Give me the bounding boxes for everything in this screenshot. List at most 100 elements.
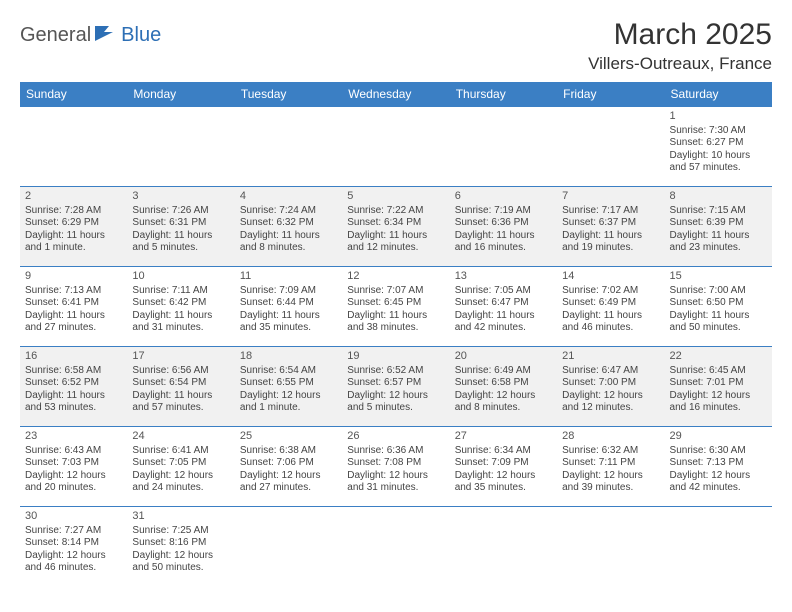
sunset-text: Sunset: 6:54 PM [132, 377, 229, 390]
calendar-day-cell [557, 507, 664, 587]
daylight-text: Daylight: 12 hours and 42 minutes. [670, 470, 767, 495]
calendar-day-cell: 12Sunrise: 7:07 AMSunset: 6:45 PMDayligh… [342, 267, 449, 347]
calendar-day-cell: 1Sunrise: 7:30 AMSunset: 6:27 PMDaylight… [665, 107, 772, 187]
logo-text-blue: Blue [121, 24, 161, 47]
sunrise-text: Sunrise: 7:15 AM [670, 205, 767, 218]
day-number: 23 [25, 430, 122, 444]
daylight-text: Daylight: 12 hours and 5 minutes. [347, 390, 444, 415]
daylight-text: Daylight: 11 hours and 1 minute. [25, 230, 122, 255]
daylight-text: Daylight: 12 hours and 16 minutes. [670, 390, 767, 415]
daylight-text: Daylight: 11 hours and 23 minutes. [670, 230, 767, 255]
daylight-text: Daylight: 11 hours and 27 minutes. [25, 310, 122, 335]
sunrise-text: Sunrise: 7:17 AM [562, 205, 659, 218]
day-header: Thursday [450, 82, 557, 107]
calendar-day-cell [450, 107, 557, 187]
calendar-day-cell: 8Sunrise: 7:15 AMSunset: 6:39 PMDaylight… [665, 187, 772, 267]
calendar-day-cell: 2Sunrise: 7:28 AMSunset: 6:29 PMDaylight… [20, 187, 127, 267]
title-block: March 2025 Villers-Outreaux, France [588, 18, 772, 74]
daylight-text: Daylight: 12 hours and 31 minutes. [347, 470, 444, 495]
day-number: 21 [562, 350, 659, 364]
day-number: 24 [132, 430, 229, 444]
sunset-text: Sunset: 7:00 PM [562, 377, 659, 390]
day-number: 7 [562, 190, 659, 204]
sunrise-text: Sunrise: 6:56 AM [132, 365, 229, 378]
calendar-day-cell: 5Sunrise: 7:22 AMSunset: 6:34 PMDaylight… [342, 187, 449, 267]
daylight-text: Daylight: 11 hours and 57 minutes. [132, 390, 229, 415]
sunrise-text: Sunrise: 6:49 AM [455, 365, 552, 378]
calendar-day-cell [557, 107, 664, 187]
sunrise-text: Sunrise: 7:22 AM [347, 205, 444, 218]
calendar-day-cell: 4Sunrise: 7:24 AMSunset: 6:32 PMDaylight… [235, 187, 342, 267]
daylight-text: Daylight: 12 hours and 12 minutes. [562, 390, 659, 415]
day-number: 15 [670, 270, 767, 284]
day-number: 9 [25, 270, 122, 284]
calendar-day-cell: 27Sunrise: 6:34 AMSunset: 7:09 PMDayligh… [450, 427, 557, 507]
sunset-text: Sunset: 6:36 PM [455, 217, 552, 230]
day-number: 8 [670, 190, 767, 204]
sunset-text: Sunset: 7:11 PM [562, 457, 659, 470]
calendar-day-cell [235, 107, 342, 187]
daylight-text: Daylight: 11 hours and 35 minutes. [240, 310, 337, 335]
sunrise-text: Sunrise: 7:24 AM [240, 205, 337, 218]
sunset-text: Sunset: 6:42 PM [132, 297, 229, 310]
calendar-day-cell [665, 507, 772, 587]
sunset-text: Sunset: 7:05 PM [132, 457, 229, 470]
sunrise-text: Sunrise: 6:47 AM [562, 365, 659, 378]
calendar-week-row: 30Sunrise: 7:27 AMSunset: 8:14 PMDayligh… [20, 507, 772, 587]
daylight-text: Daylight: 11 hours and 53 minutes. [25, 390, 122, 415]
sunset-text: Sunset: 6:47 PM [455, 297, 552, 310]
calendar-week-row: 9Sunrise: 7:13 AMSunset: 6:41 PMDaylight… [20, 267, 772, 347]
logo: General Blue [20, 24, 161, 47]
calendar-day-cell: 22Sunrise: 6:45 AMSunset: 7:01 PMDayligh… [665, 347, 772, 427]
sunrise-text: Sunrise: 6:45 AM [670, 365, 767, 378]
daylight-text: Daylight: 11 hours and 46 minutes. [562, 310, 659, 335]
sunset-text: Sunset: 7:13 PM [670, 457, 767, 470]
day-number: 10 [132, 270, 229, 284]
daylight-text: Daylight: 11 hours and 16 minutes. [455, 230, 552, 255]
day-number: 22 [670, 350, 767, 364]
calendar-day-cell: 20Sunrise: 6:49 AMSunset: 6:58 PMDayligh… [450, 347, 557, 427]
daylight-text: Daylight: 11 hours and 5 minutes. [132, 230, 229, 255]
sunset-text: Sunset: 6:32 PM [240, 217, 337, 230]
calendar-day-cell: 17Sunrise: 6:56 AMSunset: 6:54 PMDayligh… [127, 347, 234, 427]
day-number: 1 [670, 110, 767, 124]
daylight-text: Daylight: 12 hours and 24 minutes. [132, 470, 229, 495]
daylight-text: Daylight: 12 hours and 39 minutes. [562, 470, 659, 495]
calendar-day-cell: 18Sunrise: 6:54 AMSunset: 6:55 PMDayligh… [235, 347, 342, 427]
sunset-text: Sunset: 6:58 PM [455, 377, 552, 390]
sunrise-text: Sunrise: 6:58 AM [25, 365, 122, 378]
calendar-day-cell: 19Sunrise: 6:52 AMSunset: 6:57 PMDayligh… [342, 347, 449, 427]
day-number: 12 [347, 270, 444, 284]
page-header: General Blue March 2025 Villers-Outreaux… [20, 18, 772, 74]
location-text: Villers-Outreaux, France [588, 54, 772, 74]
calendar-day-cell: 9Sunrise: 7:13 AMSunset: 6:41 PMDaylight… [20, 267, 127, 347]
day-number: 19 [347, 350, 444, 364]
sunset-text: Sunset: 6:34 PM [347, 217, 444, 230]
sunset-text: Sunset: 6:49 PM [562, 297, 659, 310]
calendar-day-cell: 11Sunrise: 7:09 AMSunset: 6:44 PMDayligh… [235, 267, 342, 347]
calendar-day-cell: 13Sunrise: 7:05 AMSunset: 6:47 PMDayligh… [450, 267, 557, 347]
day-number: 6 [455, 190, 552, 204]
calendar-week-row: 1Sunrise: 7:30 AMSunset: 6:27 PMDaylight… [20, 107, 772, 187]
sunrise-text: Sunrise: 7:30 AM [670, 125, 767, 138]
daylight-text: Daylight: 11 hours and 42 minutes. [455, 310, 552, 335]
day-number: 14 [562, 270, 659, 284]
sunset-text: Sunset: 8:16 PM [132, 537, 229, 550]
day-number: 30 [25, 510, 122, 524]
sunset-text: Sunset: 7:03 PM [25, 457, 122, 470]
daylight-text: Daylight: 12 hours and 8 minutes. [455, 390, 552, 415]
sunrise-text: Sunrise: 7:02 AM [562, 285, 659, 298]
day-number: 13 [455, 270, 552, 284]
calendar-day-cell: 21Sunrise: 6:47 AMSunset: 7:00 PMDayligh… [557, 347, 664, 427]
daylight-text: Daylight: 10 hours and 57 minutes. [670, 150, 767, 175]
sunset-text: Sunset: 6:50 PM [670, 297, 767, 310]
calendar-day-cell: 31Sunrise: 7:25 AMSunset: 8:16 PMDayligh… [127, 507, 234, 587]
sunrise-text: Sunrise: 7:00 AM [670, 285, 767, 298]
day-header: Saturday [665, 82, 772, 107]
flag-icon [95, 24, 117, 47]
sunrise-text: Sunrise: 7:09 AM [240, 285, 337, 298]
calendar-day-cell: 24Sunrise: 6:41 AMSunset: 7:05 PMDayligh… [127, 427, 234, 507]
day-number: 3 [132, 190, 229, 204]
sunset-text: Sunset: 7:01 PM [670, 377, 767, 390]
month-title: March 2025 [588, 18, 772, 52]
